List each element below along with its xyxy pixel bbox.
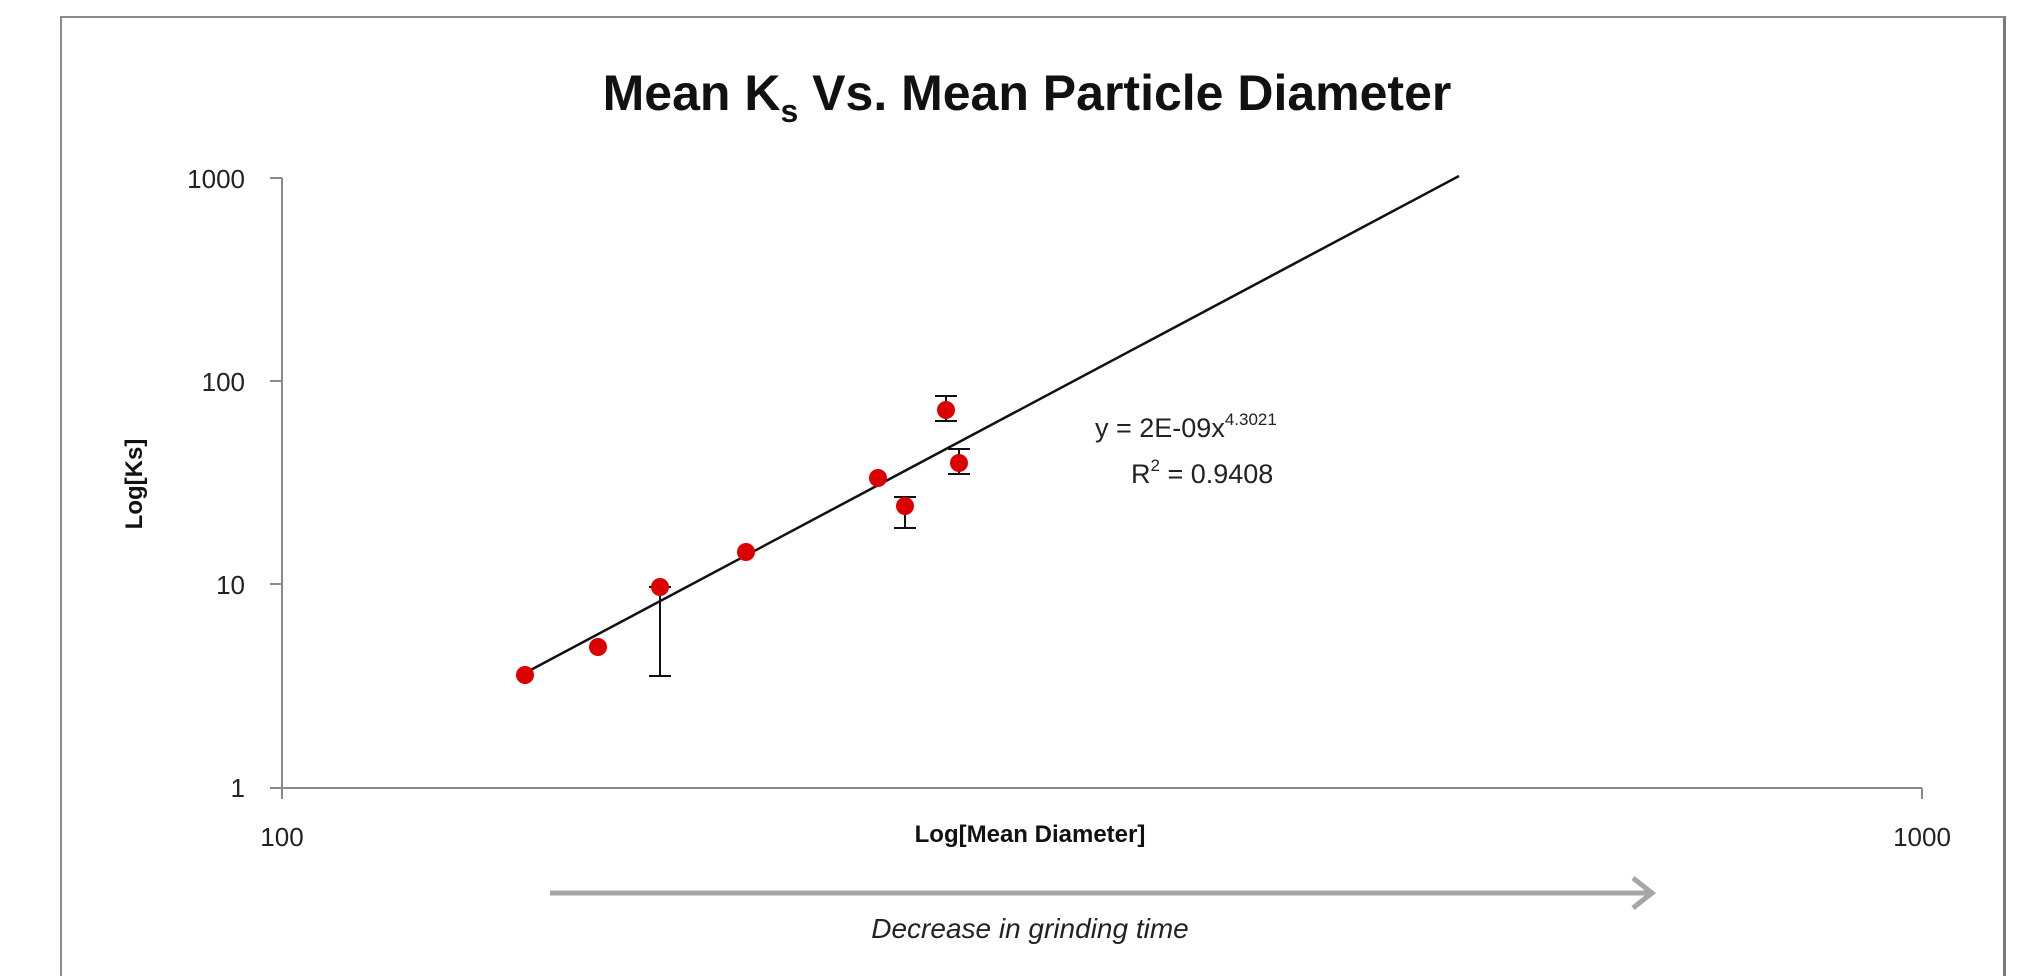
scatter-plot: Mean Ks Vs. Mean Particle Diameter 1000 … [121, 65, 1951, 944]
x-axis-title: Log[Mean Diameter] [915, 821, 1146, 848]
y-tick-label: 10 [216, 570, 245, 600]
y-axis-title: Log[Ks] [121, 439, 148, 530]
data-point [896, 497, 914, 515]
chart-title: Mean Ks Vs. Mean Particle Diameter [603, 65, 1452, 129]
annotation-label: Decrease in grinding time [871, 913, 1189, 944]
r-squared-label: R2 = 0.9408 [1131, 456, 1273, 489]
data-point [737, 543, 755, 561]
data-points [516, 401, 968, 684]
error-bars [649, 395, 970, 677]
data-point [950, 454, 968, 472]
x-axis [281, 787, 1923, 799]
y-axis [270, 177, 283, 795]
x-tick-label: 1000 [1893, 822, 1951, 852]
y-tick-label: 1000 [187, 164, 245, 194]
y-tick-label: 1 [231, 773, 245, 803]
data-point [869, 469, 887, 487]
x-tick-label: 100 [260, 822, 303, 852]
data-point [651, 578, 669, 596]
power-trendline [524, 174, 1460, 675]
chart-frame [60, 16, 2006, 976]
data-point [516, 666, 534, 684]
data-point [937, 401, 955, 419]
y-tick-label: 100 [202, 367, 245, 397]
trendline-equation: y = 2E-09x4.3021 [1095, 410, 1277, 443]
data-point [589, 638, 607, 656]
grinding-time-arrow [550, 876, 1657, 910]
